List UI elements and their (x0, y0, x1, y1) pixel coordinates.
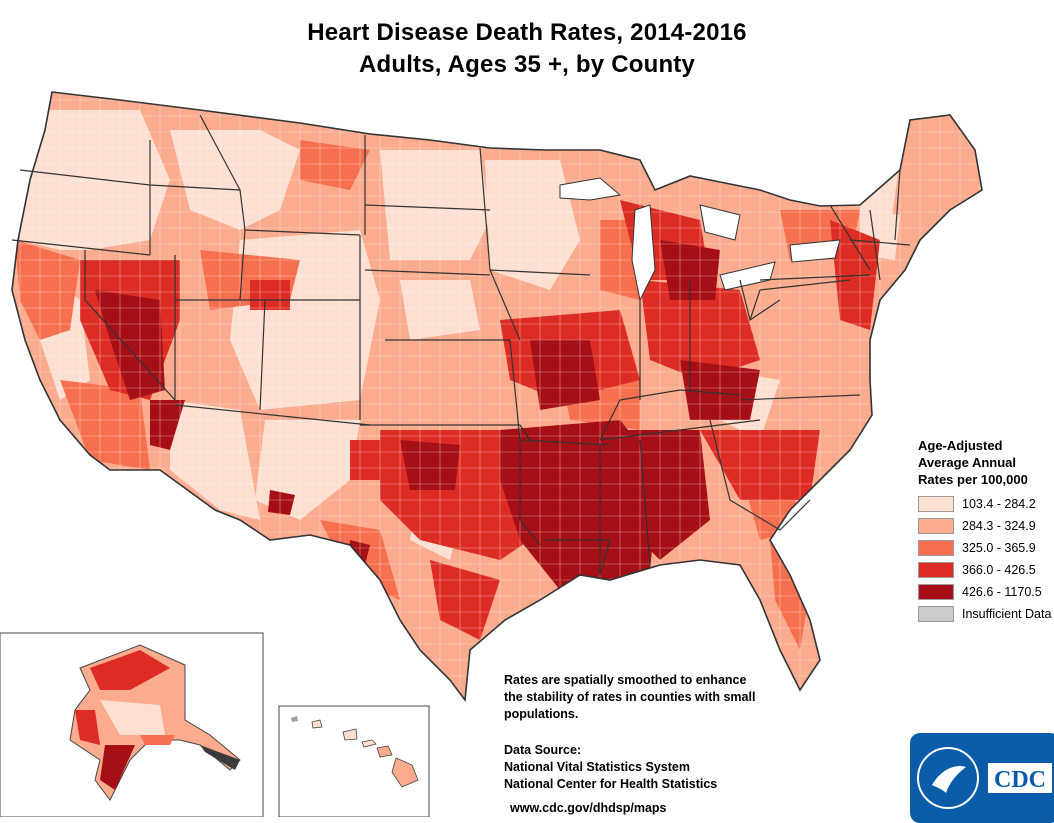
data-source: Data Source: National Vital Statistics S… (504, 742, 804, 793)
smoothing-note: Rates are spatially smoothed to enhance … (504, 672, 794, 723)
hawaii-inset (278, 705, 430, 817)
legend-item: 284.3 - 324.9 (918, 516, 1054, 536)
legend-swatch (918, 584, 954, 600)
legend-item: 325.0 - 365.9 (918, 538, 1054, 558)
us-outline (11, 91, 983, 703)
legend-title-line-2: Average Annual (918, 455, 1017, 470)
note-line-2: the stability of rates in counties with … (504, 690, 756, 704)
legend-item: Insufficient Data (918, 604, 1054, 624)
legend-title-line-1: Age-Adjusted (918, 438, 1003, 453)
legend-swatch (918, 518, 954, 534)
source-line-2: National Center for Health Statistics (504, 777, 718, 791)
hhs-eagle-icon (932, 765, 966, 793)
great-lakes (559, 177, 841, 302)
state-borders (11, 114, 911, 576)
map-title: Heart Disease Death Rates, 2014-2016 Adu… (0, 18, 1054, 80)
legend-label: 325.0 - 365.9 (962, 541, 1036, 555)
source-heading: Data Source: (504, 743, 582, 757)
legend-swatch (918, 562, 954, 578)
legend-title-line-3: Rates per 100,000 (918, 472, 1028, 487)
legend-label: Insufficient Data (962, 607, 1052, 621)
title-line-2: Adults, Ages 35 +, by County (358, 51, 696, 78)
title-line-1: Heart Disease Death Rates, 2014-2016 (307, 19, 747, 46)
cdc-logo-text: CDC (994, 767, 1046, 793)
legend-swatch (918, 496, 954, 512)
legend-label: 103.4 - 284.2 (962, 497, 1036, 511)
legend-swatch (918, 540, 954, 556)
note-line-1: Rates are spatially smoothed to enhance (504, 673, 747, 687)
legend-label: 426.6 - 1170.5 (962, 585, 1042, 599)
legend-title: Age-Adjusted Average Annual Rates per 10… (918, 437, 1054, 488)
alaska-inset (0, 632, 264, 817)
legend-items: 103.4 - 284.2 284.3 - 324.9 325.0 - 365.9 3… (918, 494, 1054, 624)
map-legend: Age-Adjusted Average Annual Rates per 10… (918, 437, 1054, 624)
legend-item: 366.0 - 426.5 (918, 560, 1054, 580)
legend-item: 426.6 - 1170.5 (918, 582, 1054, 602)
cdc-logo: CDC (910, 733, 1054, 823)
legend-item: 103.4 - 284.2 (918, 494, 1054, 514)
legend-label: 284.3 - 324.9 (962, 519, 1036, 533)
note-line-3: populations. (504, 707, 579, 721)
legend-label: 366.0 - 426.5 (962, 563, 1036, 577)
legend-swatch (918, 606, 954, 622)
source-line-1: National Vital Statistics System (504, 760, 690, 774)
source-url: www.cdc.gov/dhdsp/maps (510, 801, 667, 815)
